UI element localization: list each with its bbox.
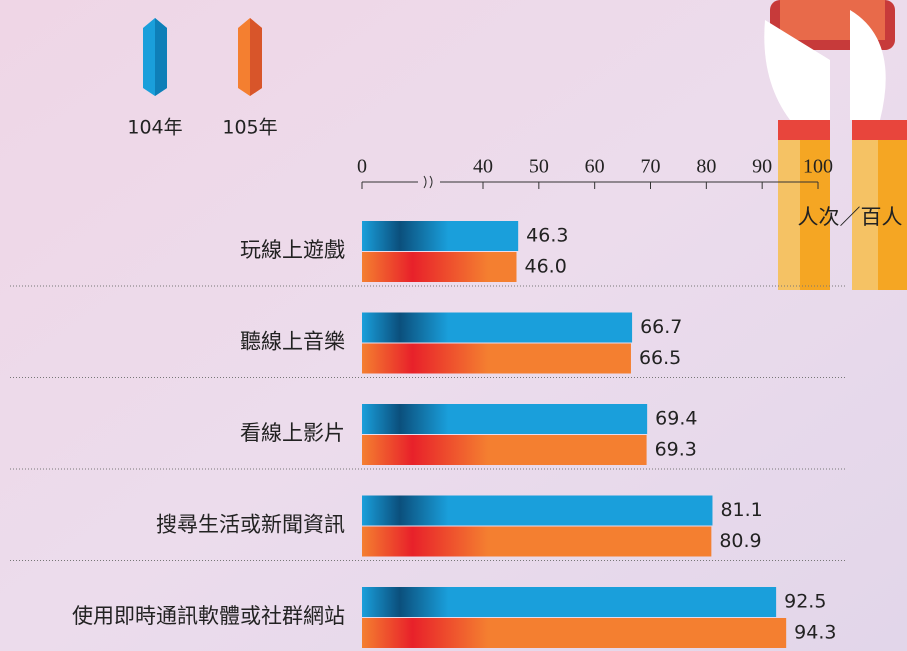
bar	[362, 526, 712, 557]
x-tick-label: 80	[696, 156, 716, 178]
value-label: 46.3	[526, 225, 568, 247]
x-tick-label: 100	[803, 156, 833, 178]
value-label: 80.9	[719, 530, 761, 552]
value-label: 94.3	[794, 622, 836, 644]
bar	[362, 435, 647, 465]
illustration	[764, 0, 907, 290]
bar	[362, 587, 777, 617]
value-label: 69.4	[655, 408, 697, 430]
x-tick-label: 70	[641, 156, 661, 178]
category-label: 看線上影片	[240, 421, 345, 445]
category-label: 搜尋生活或新聞資訊	[156, 513, 345, 537]
category-label: 玩線上遊戲	[240, 238, 345, 262]
bar	[362, 312, 633, 343]
x-tick-label: 40	[473, 156, 493, 178]
x-tick-label: 50	[529, 156, 549, 178]
legend-label: 104年	[127, 117, 182, 139]
x-tick-label: 60	[585, 156, 605, 178]
value-label: 92.5	[784, 591, 826, 613]
bar	[362, 343, 631, 374]
bar	[362, 252, 517, 282]
x-axis-label: 人次／百人	[798, 205, 903, 229]
value-label: 81.1	[720, 499, 762, 521]
x-tick-label: 90	[752, 156, 772, 178]
bar	[362, 221, 519, 251]
legend: 104年 105年	[127, 18, 278, 139]
value-label: 66.5	[639, 347, 681, 369]
axis-break	[423, 175, 433, 189]
value-label: 66.7	[640, 316, 682, 338]
bar	[362, 404, 648, 434]
bar	[362, 618, 787, 648]
bar	[362, 495, 713, 526]
legend-label: 105年	[222, 117, 277, 139]
value-label: 69.3	[655, 439, 697, 461]
category-label: 聽線上音樂	[240, 330, 345, 354]
value-label: 46.0	[525, 256, 567, 278]
category-label: 使用即時通訊軟體或社群網站	[72, 604, 345, 628]
x-tick-label: 0	[357, 156, 367, 178]
